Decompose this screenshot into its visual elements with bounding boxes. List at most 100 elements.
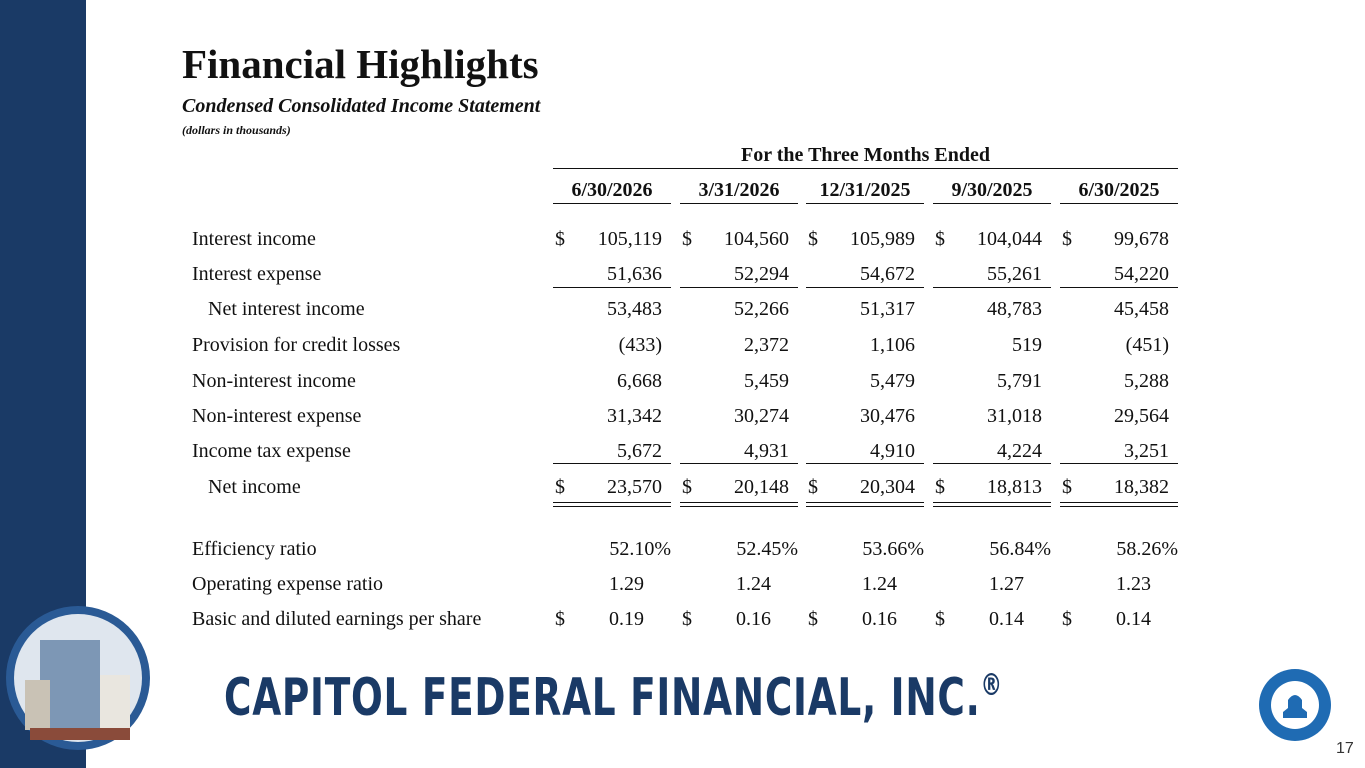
cell-value: 5,479 xyxy=(870,370,915,392)
cell-value: 4,910 xyxy=(870,440,915,462)
rule xyxy=(1060,463,1178,464)
cell-value: 54,672 xyxy=(860,263,915,285)
rule xyxy=(806,463,924,464)
cell-value: 52,294 xyxy=(734,263,789,285)
row-label: Net income xyxy=(208,476,301,498)
rule xyxy=(553,287,671,288)
rule xyxy=(806,502,924,503)
rule xyxy=(1060,287,1178,288)
row-label: Net interest income xyxy=(208,298,365,320)
cell-value: 55,261 xyxy=(987,263,1042,285)
row-label: Non-interest expense xyxy=(192,405,362,427)
cell-value: (433) xyxy=(618,334,662,356)
cell-value: 5,672 xyxy=(617,440,662,462)
cell-value: 4,224 xyxy=(997,440,1042,462)
units-note: (dollars in thousands) xyxy=(182,123,291,137)
rule xyxy=(806,203,924,204)
rule xyxy=(680,506,798,507)
row-label: Interest income xyxy=(192,228,316,250)
subtitle: Condensed Consolidated Income Statement xyxy=(182,95,541,117)
rule xyxy=(806,287,924,288)
column-header: 9/30/2025 xyxy=(951,179,1033,201)
cell-value: 52,266 xyxy=(734,298,789,320)
currency-symbol: $ xyxy=(682,608,692,630)
cell-value: 31,018 xyxy=(987,405,1042,427)
currency-symbol: $ xyxy=(935,608,945,630)
rule xyxy=(553,506,671,507)
cell-value: 54,220 xyxy=(1114,263,1169,285)
cell-value: 5,288 xyxy=(1124,370,1169,392)
currency-symbol: $ xyxy=(808,608,818,630)
cell-value: (451) xyxy=(1125,334,1169,356)
row-label: Provision for credit losses xyxy=(192,334,401,356)
currency-symbol: $ xyxy=(555,476,565,498)
cell-value: 0.14 xyxy=(1116,608,1151,630)
row-label: Non-interest income xyxy=(192,370,356,392)
cell-value: 4,931 xyxy=(744,440,789,462)
cell-value: 45,458 xyxy=(1114,298,1169,320)
rule xyxy=(1060,502,1178,503)
rule xyxy=(933,463,1051,464)
cell-value: 58.26% xyxy=(1116,538,1178,560)
cell-value: 29,564 xyxy=(1114,405,1169,427)
rule xyxy=(553,502,671,503)
currency-symbol: $ xyxy=(1062,228,1072,250)
cell-value: 53.66% xyxy=(862,538,924,560)
rule xyxy=(933,203,1051,204)
cell-value: 18,813 xyxy=(987,476,1042,498)
cell-value: 0.16 xyxy=(862,608,897,630)
cell-value: 30,476 xyxy=(860,405,915,427)
column-header: 3/31/2026 xyxy=(698,179,780,201)
cell-value: 20,148 xyxy=(734,476,789,498)
cell-value: 0.16 xyxy=(736,608,771,630)
column-header: 6/30/2025 xyxy=(1078,179,1160,201)
rule xyxy=(680,203,798,204)
cell-value: 1,106 xyxy=(870,334,915,356)
cell-value: 5,459 xyxy=(744,370,789,392)
cell-value: 2,372 xyxy=(744,334,789,356)
currency-symbol: $ xyxy=(1062,608,1072,630)
cell-value: 20,304 xyxy=(860,476,915,498)
cell-value: 6,668 xyxy=(617,370,662,392)
building-photo xyxy=(6,606,150,750)
cell-value: 105,119 xyxy=(597,228,662,250)
currency-symbol: $ xyxy=(555,228,565,250)
rule xyxy=(553,463,671,464)
rule xyxy=(553,168,1178,169)
cell-value: 3,251 xyxy=(1124,440,1169,462)
currency-symbol: $ xyxy=(1062,476,1072,498)
cell-value: 30,274 xyxy=(734,405,789,427)
rule xyxy=(1060,203,1178,204)
cell-value: 5,791 xyxy=(997,370,1042,392)
cell-value: 1.27 xyxy=(989,573,1024,595)
company-logo: CAPITOL FEDERAL FINANCIAL, INC.® xyxy=(224,668,1003,728)
emblem xyxy=(1259,669,1331,741)
cell-value: 1.29 xyxy=(609,573,644,595)
cell-value: 31,342 xyxy=(607,405,662,427)
rule xyxy=(1060,506,1178,507)
cell-value: 104,560 xyxy=(724,228,789,250)
cell-value: 18,382 xyxy=(1114,476,1169,498)
cell-value: 23,570 xyxy=(607,476,662,498)
cell-value: 52.10% xyxy=(609,538,671,560)
currency-symbol: $ xyxy=(555,608,565,630)
cell-value: 51,636 xyxy=(607,263,662,285)
cell-value: 1.24 xyxy=(862,573,897,595)
rule xyxy=(933,287,1051,288)
cell-value: 0.14 xyxy=(989,608,1024,630)
currency-symbol: $ xyxy=(808,228,818,250)
cell-value: 105,989 xyxy=(850,228,915,250)
cell-value: 56.84% xyxy=(989,538,1051,560)
column-header: 12/31/2025 xyxy=(819,179,911,201)
cell-value: 53,483 xyxy=(607,298,662,320)
cell-value: 52.45% xyxy=(736,538,798,560)
cell-value: 99,678 xyxy=(1114,228,1169,250)
rule xyxy=(933,506,1051,507)
currency-symbol: $ xyxy=(808,476,818,498)
registered-mark: ® xyxy=(980,668,1003,703)
rule xyxy=(933,502,1051,503)
rule xyxy=(806,506,924,507)
row-label: Income tax expense xyxy=(192,440,351,462)
period-header: For the Three Months Ended xyxy=(741,144,990,166)
